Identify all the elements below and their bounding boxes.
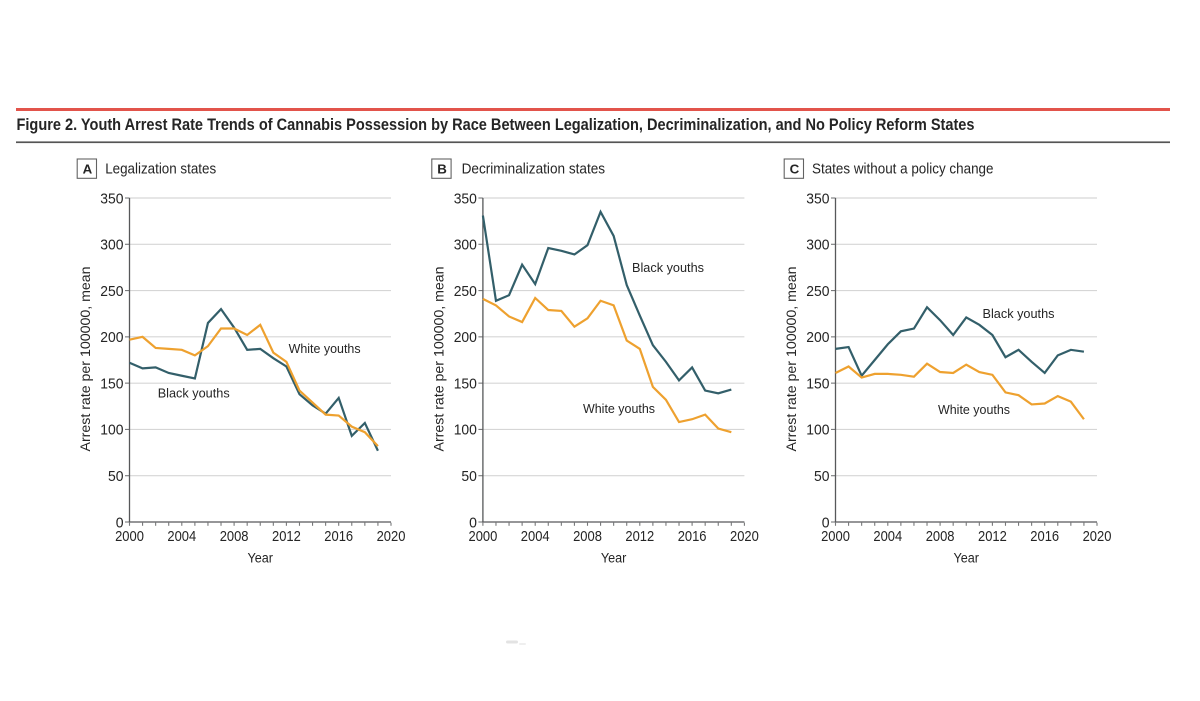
svg-text:C: C (790, 162, 800, 177)
svg-text:100: 100 (806, 422, 829, 439)
svg-text:2008: 2008 (573, 529, 602, 545)
svg-text:200: 200 (454, 329, 477, 346)
svg-text:Arrest rate per 100000, mean: Arrest rate per 100000, mean (784, 267, 799, 452)
svg-text:Figure 2. Youth Arrest Rate Tr: Figure 2. Youth Arrest Rate Trends of Ca… (17, 116, 975, 134)
svg-text:50: 50 (461, 468, 477, 485)
svg-text:150: 150 (100, 375, 123, 392)
svg-text:100: 100 (100, 422, 123, 439)
svg-text:B: B (437, 162, 447, 177)
svg-text:250: 250 (454, 283, 477, 300)
svg-text:Black youths: Black youths (983, 306, 1055, 321)
svg-text:Decriminalization states: Decriminalization states (462, 161, 605, 178)
svg-text:2000: 2000 (469, 529, 498, 545)
svg-text:White youths: White youths (583, 401, 655, 416)
svg-text:2016: 2016 (324, 529, 353, 545)
svg-text:200: 200 (806, 329, 829, 346)
svg-text:50: 50 (108, 468, 124, 485)
svg-text:2004: 2004 (521, 529, 550, 545)
svg-text:2012: 2012 (978, 529, 1007, 545)
svg-text:0: 0 (116, 514, 124, 531)
svg-text:Arrest rate per 100000, mean: Arrest rate per 100000, mean (431, 267, 446, 452)
svg-text:Black youths: Black youths (158, 386, 230, 401)
svg-text:States without a policy change: States without a policy change (812, 161, 994, 178)
svg-text:50: 50 (814, 468, 830, 485)
svg-text:Legalization states: Legalization states (105, 161, 216, 178)
svg-text:White youths: White youths (289, 341, 361, 356)
svg-text:350: 350 (806, 190, 829, 207)
svg-text:150: 150 (454, 375, 477, 392)
svg-text:350: 350 (100, 190, 123, 207)
svg-text:150: 150 (806, 375, 829, 392)
svg-text:Arrest rate per 100000, mean: Arrest rate per 100000, mean (78, 267, 93, 452)
svg-text:2008: 2008 (220, 529, 249, 545)
svg-text:White youths: White youths (938, 402, 1010, 417)
svg-text:2000: 2000 (821, 529, 850, 545)
svg-text:300: 300 (100, 237, 123, 254)
svg-text:350: 350 (454, 190, 477, 207)
svg-text:250: 250 (100, 283, 123, 300)
svg-text:A: A (83, 162, 93, 177)
svg-text:2008: 2008 (926, 529, 955, 545)
svg-text:Year: Year (601, 551, 627, 567)
svg-text:0: 0 (469, 514, 477, 531)
svg-text:2012: 2012 (272, 529, 301, 545)
svg-text:2004: 2004 (873, 529, 902, 545)
svg-text:100: 100 (454, 422, 477, 439)
svg-text:Year: Year (953, 551, 979, 567)
svg-text:2000: 2000 (115, 529, 144, 545)
svg-text:2004: 2004 (167, 529, 196, 545)
svg-text:2016: 2016 (1030, 529, 1059, 545)
svg-text:200: 200 (100, 329, 123, 346)
svg-text:2020: 2020 (1083, 529, 1112, 545)
svg-text:2012: 2012 (625, 529, 654, 545)
svg-text:2020: 2020 (730, 529, 759, 545)
svg-text:Year: Year (247, 551, 273, 567)
svg-text:Black youths: Black youths (632, 260, 704, 275)
svg-text:300: 300 (806, 237, 829, 254)
svg-text:2020: 2020 (377, 529, 406, 545)
svg-text:0: 0 (822, 514, 830, 531)
svg-text:300: 300 (454, 237, 477, 254)
svg-text:2016: 2016 (678, 529, 707, 545)
svg-text:250: 250 (806, 283, 829, 300)
